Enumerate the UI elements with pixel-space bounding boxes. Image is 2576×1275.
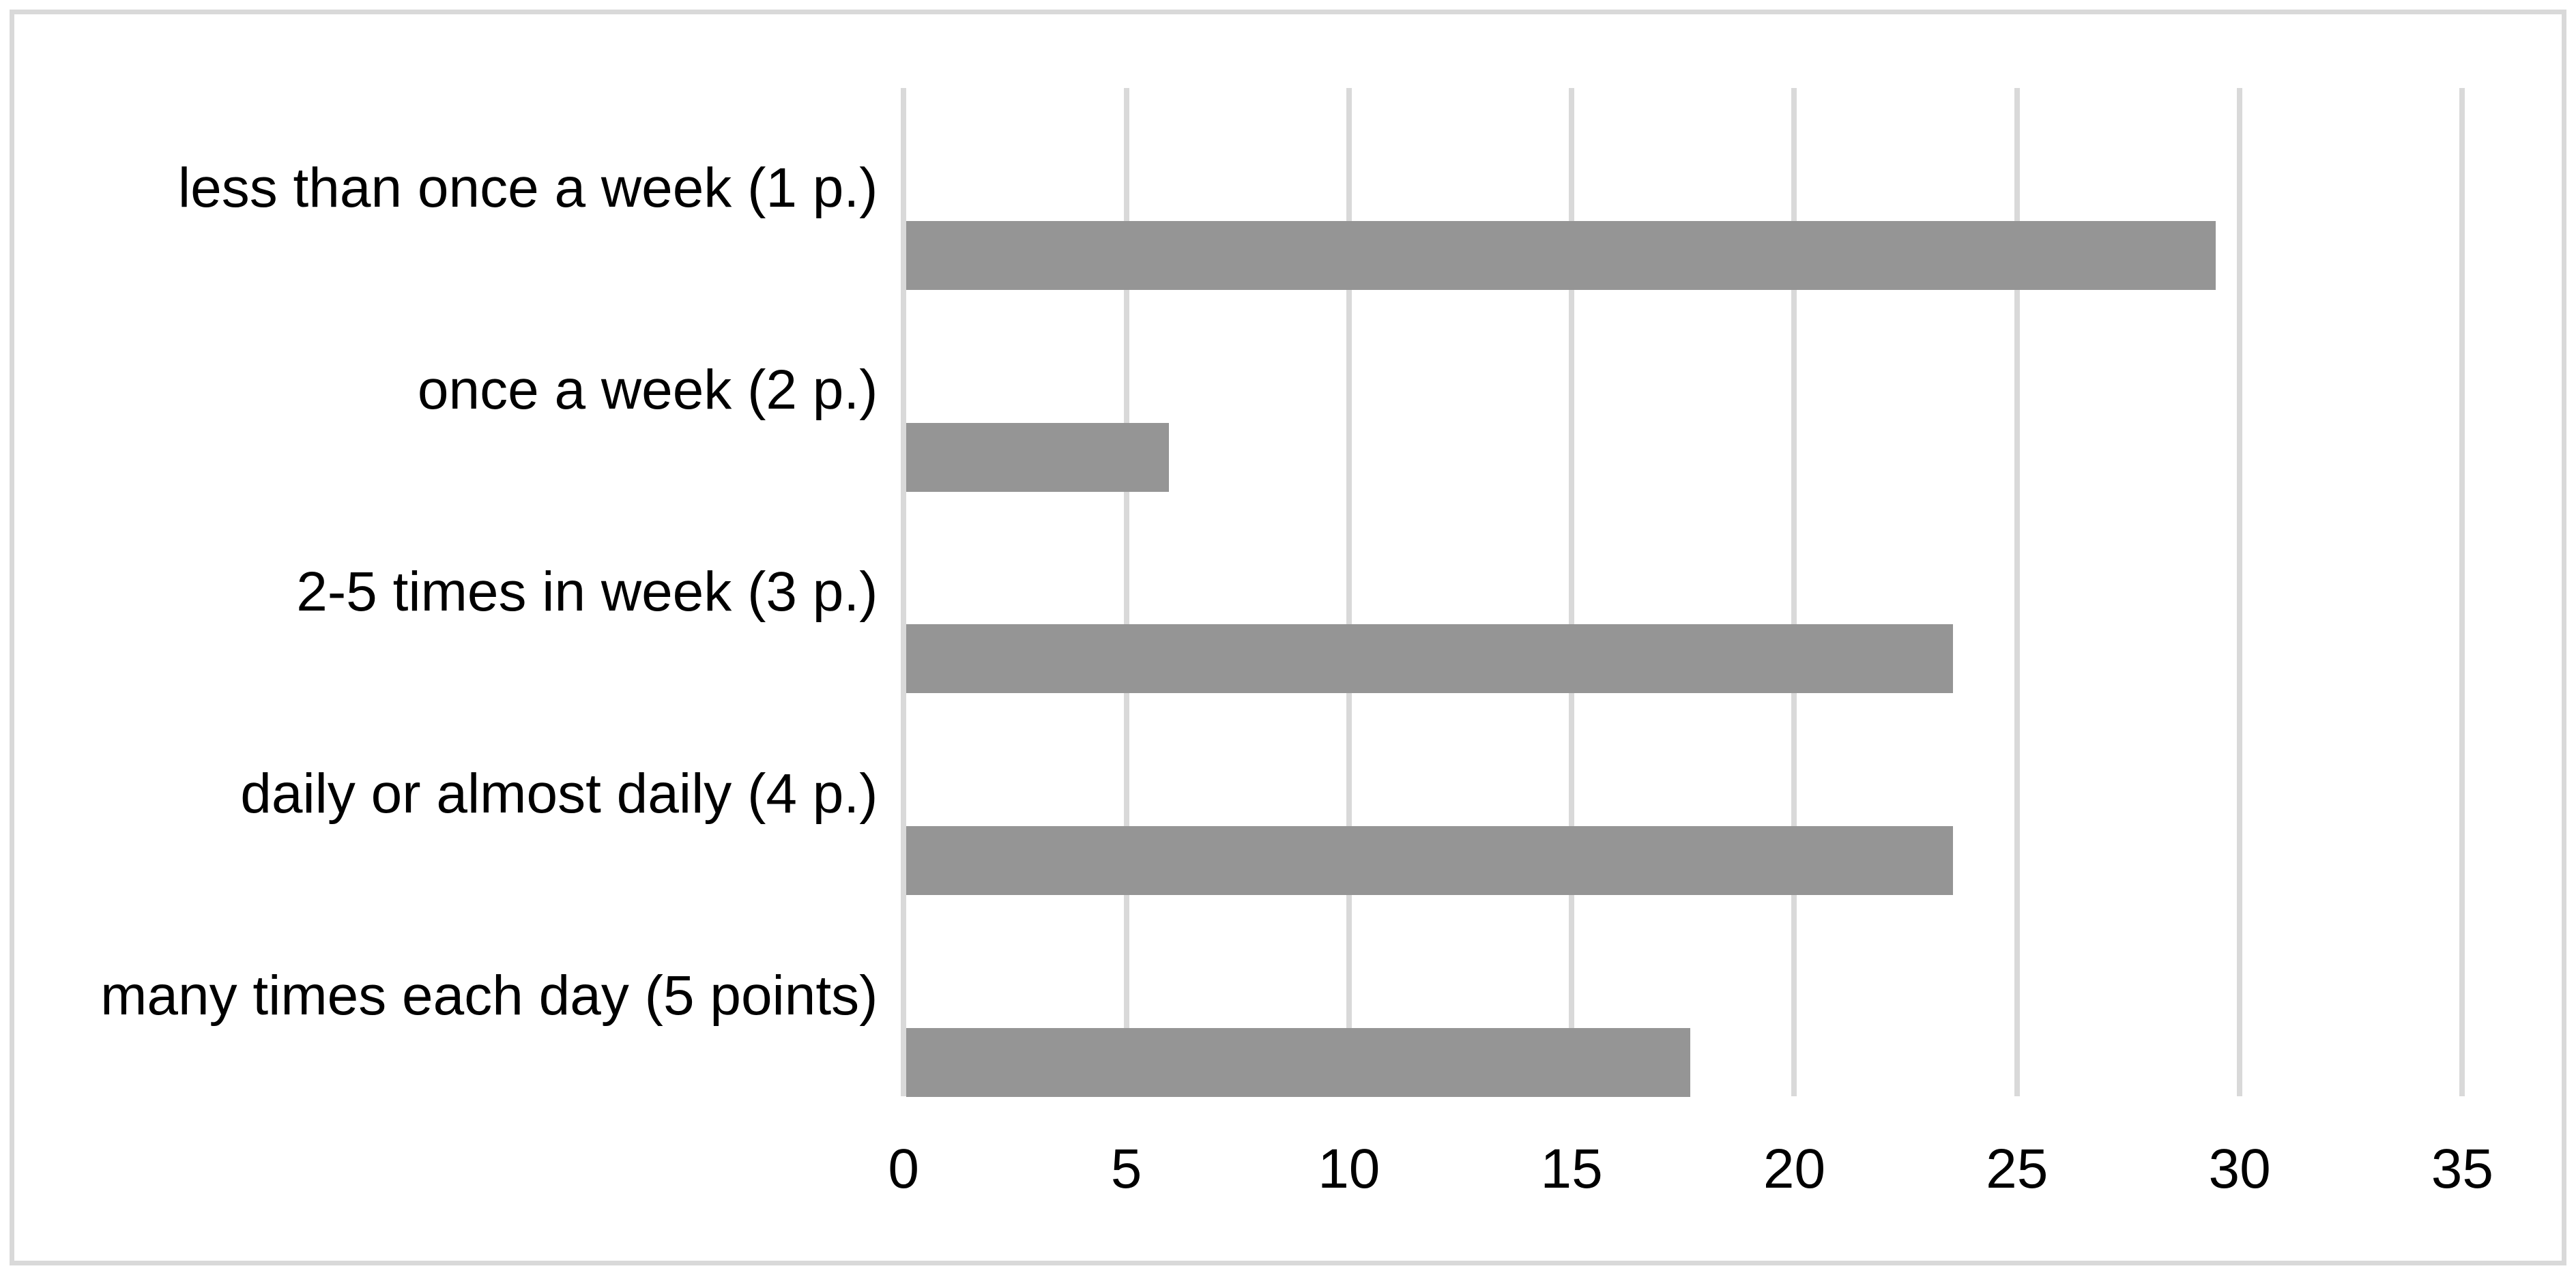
plot-area: [901, 87, 2465, 1098]
gridline: [2014, 87, 2020, 1097]
category-band: [903, 491, 2462, 694]
x-tick-label: 15: [1540, 1137, 1603, 1200]
bar: [906, 220, 2216, 290]
chart-frame: less than once a week (1 p.) once a week…: [10, 10, 2566, 1265]
category-band: [903, 88, 2462, 290]
bar: [906, 1027, 1690, 1098]
category-label: daily or almost daily (4 p.): [240, 762, 878, 825]
x-tick-label: 25: [1986, 1137, 2049, 1200]
gridlines-layer: [901, 87, 2465, 1097]
gridline: [2237, 87, 2243, 1097]
gridline: [1569, 87, 1575, 1097]
bars-layer: [903, 88, 2462, 1098]
x-axis-tick-labels: 0 5 10 15 20 25 30 35: [888, 1137, 2493, 1214]
gridline: [1123, 87, 1129, 1097]
bar: [906, 826, 1953, 896]
category-band: [903, 289, 2462, 492]
category-label: many times each day (5 points): [100, 964, 878, 1027]
x-tick-label: 0: [888, 1137, 919, 1200]
category-label: less than once a week (1 p.): [177, 157, 878, 220]
category-label: 2-5 times in week (3 p.): [296, 560, 878, 623]
x-tick-label: 30: [2208, 1137, 2271, 1200]
category-band: [903, 693, 2462, 896]
category-label: once a week (2 p.): [417, 359, 878, 422]
gridline: [2459, 87, 2465, 1097]
bar: [906, 422, 1170, 492]
x-tick-label: 5: [1110, 1137, 1142, 1200]
x-tick-label: 20: [1763, 1137, 1826, 1200]
gridline: [1791, 87, 1797, 1097]
gridline: [1346, 87, 1352, 1097]
y-axis-line: [901, 87, 907, 1097]
x-tick-label: 10: [1318, 1137, 1380, 1200]
category-band: [903, 895, 2462, 1098]
category-labels: less than once a week (1 p.) once a week…: [25, 88, 878, 1097]
bar: [906, 624, 1953, 694]
x-tick-label: 35: [2431, 1137, 2494, 1200]
